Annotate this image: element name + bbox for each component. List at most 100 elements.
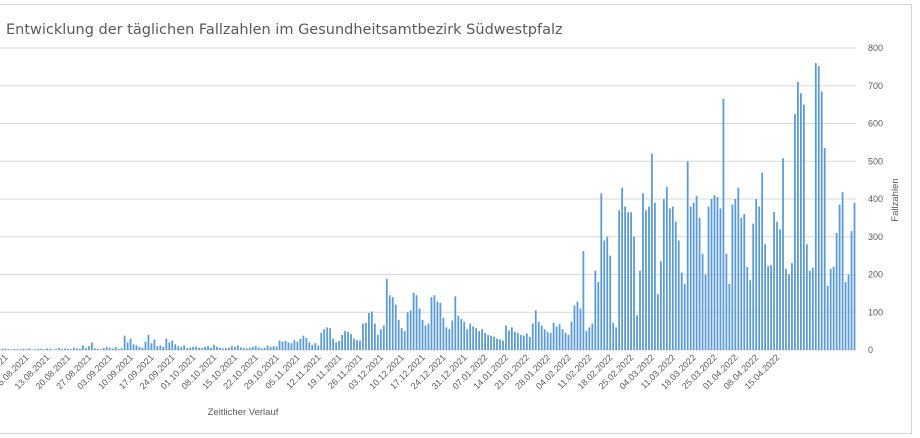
bar [594,270,597,350]
bar [418,308,421,350]
bar [662,199,665,350]
bar [281,341,284,350]
bar [543,329,546,350]
bar [683,283,686,350]
bar [177,346,180,350]
bar [609,255,612,350]
bar [490,335,492,350]
bar [484,333,486,350]
bar [397,319,400,350]
bar [841,192,844,350]
bar [469,323,472,350]
bar [254,346,257,350]
bar [731,204,734,350]
bar [70,349,72,350]
bar [272,346,275,350]
bar [406,312,409,350]
bar [266,345,269,350]
bar [701,253,704,350]
bar [713,195,716,350]
bar [814,63,817,350]
bar [645,210,647,350]
bar [472,326,475,350]
bar [516,333,519,350]
bar [475,328,478,350]
bar [275,346,278,350]
bar [633,236,635,350]
bar [656,294,659,350]
bar [287,342,290,350]
bar [189,347,192,350]
bar [28,348,31,350]
bar [61,348,63,350]
bar [525,333,528,350]
bar [385,279,388,350]
bar [564,333,567,350]
gridlines [0,47,856,351]
bar [171,340,174,350]
bar [549,333,552,350]
bar [606,236,609,350]
chart-title: Entwicklung der täglichen Fallzahlen im … [6,22,563,38]
bar [105,346,108,350]
bar [359,340,361,350]
bar [388,295,391,350]
bar [260,348,263,350]
bar [99,349,102,350]
bar [642,193,644,350]
bar [838,204,841,350]
bar [302,335,305,350]
bar [832,266,835,350]
y-tick-label: 100 [868,307,883,317]
bar [222,348,224,350]
bar [338,340,341,350]
y-axis-label: Fallzahlen [890,178,901,221]
bar [421,319,424,350]
bar [204,346,206,350]
bar [573,305,576,350]
bar [373,323,376,350]
bar [764,244,767,350]
bar [802,104,805,350]
bar [317,345,320,350]
bar [511,327,513,350]
bar [117,348,120,350]
bar [668,208,671,350]
bar [442,317,445,350]
bar [776,221,778,350]
bar [55,349,57,350]
bar [102,348,105,350]
bar [722,98,725,351]
bar [25,349,28,350]
bar [534,310,537,350]
bar [96,348,99,350]
bar [680,272,683,350]
bar [576,301,579,350]
bar [368,313,370,350]
bar [150,343,153,350]
bar [84,348,87,350]
bar [761,172,764,350]
bar [198,347,200,350]
y-tick-label: 0 [868,345,873,355]
bar [779,229,781,350]
bar [311,344,314,350]
bar [591,323,594,350]
bar [344,331,346,350]
bar [558,324,561,350]
bar [752,223,755,350]
bar [770,265,772,350]
bar [743,214,746,350]
bar [73,347,75,350]
bar [242,348,245,350]
bar [582,251,585,350]
bar [817,66,820,351]
bar [350,334,352,350]
bar [519,334,522,350]
bar [296,341,299,350]
bar [114,346,117,350]
bar [37,348,40,350]
bar [400,328,403,350]
bar [314,343,317,350]
bar [326,327,329,350]
